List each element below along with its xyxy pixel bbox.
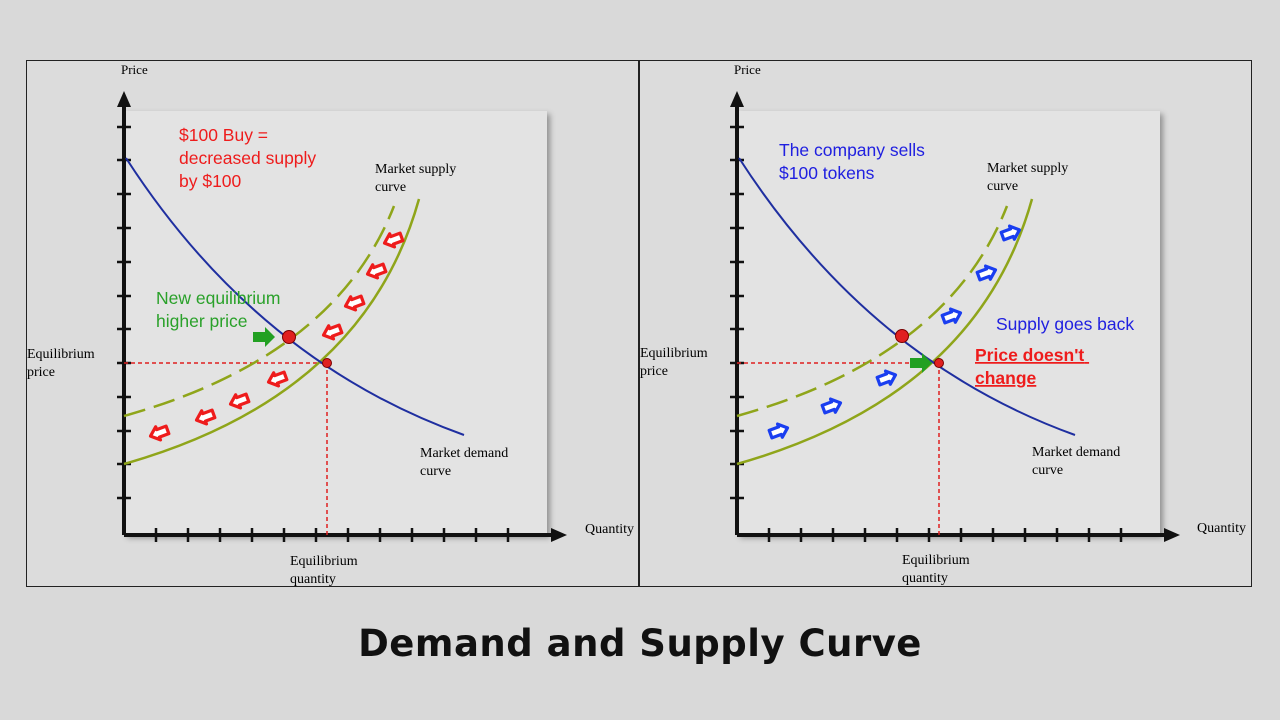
left-arrow-icon	[365, 262, 388, 280]
supply-curve-label: Market supply curve	[375, 162, 460, 195]
shifted-supply-curve	[123, 205, 396, 418]
y-axis-arrowhead	[730, 91, 744, 107]
left-diagram-svg: Price Quantity Equilibrium price Equilib…	[27, 62, 634, 587]
supply-curve	[123, 198, 421, 466]
y-axis-label: Price	[121, 62, 148, 77]
supply-goes-back-annotation: Supply goes back	[996, 314, 1134, 334]
left-arrow-icon	[148, 424, 171, 442]
y-axis-label: Price	[734, 62, 761, 77]
shifted-equilibrium-point	[895, 329, 909, 343]
eq-quantity-label: Equilibrium quantity	[902, 553, 973, 586]
left-arrow-icon	[228, 392, 251, 410]
supply-curve-label: Market supply curve	[987, 161, 1072, 194]
left-arrow-icon	[343, 294, 366, 312]
demand-curve	[125, 157, 465, 436]
new-equilibrium-annotation: New equilibrium higher price	[156, 288, 285, 331]
figure-caption: Demand and Supply Curve	[358, 622, 922, 665]
diagram-panel-left: Price Quantity Equilibrium price Equilib…	[26, 60, 639, 587]
right-arrow-icon	[999, 224, 1022, 242]
right-arrow-icon	[975, 264, 998, 282]
left-arrow-icon	[382, 231, 405, 249]
right-arrow-icon	[940, 307, 963, 325]
eq-price-label: Equilibrium price	[27, 347, 98, 380]
left-arrow-icon	[194, 408, 217, 426]
y-axis-arrowhead	[117, 91, 131, 107]
diagram-panel-right: Price Quantity Equilibrium price Equilib…	[639, 60, 1252, 587]
right-diagram-svg: Price Quantity Equilibrium price Equilib…	[640, 62, 1246, 586]
original-equilibrium-point	[322, 358, 332, 368]
green-pointer-arrow	[253, 327, 275, 347]
green-pointer-arrow	[910, 353, 932, 373]
x-axis-arrowhead	[551, 528, 567, 542]
demand-curve-label: Market demand curve	[420, 446, 512, 479]
shift-arrows	[148, 231, 405, 442]
demand-curve-label: Market demand curve	[1032, 445, 1124, 478]
right-arrow-icon	[875, 369, 898, 387]
plot-area	[124, 111, 547, 535]
green-arrow-icon	[910, 353, 932, 373]
company-sells-annotation: The company sells $100 tokens	[779, 140, 930, 183]
x-axis-label: Quantity	[585, 522, 634, 537]
x-axis-arrowhead	[1164, 528, 1180, 542]
eq-quantity-label: Equilibrium quantity	[290, 554, 361, 587]
shift-arrows	[767, 224, 1022, 440]
buy-annotation: $100 Buy = decreased supply by $100	[179, 125, 321, 191]
right-arrow-icon	[767, 422, 790, 440]
left-arrow-icon	[266, 370, 289, 388]
left-arrow-icon	[321, 323, 344, 341]
green-arrow-icon	[253, 327, 275, 347]
new-equilibrium-point	[282, 330, 296, 344]
x-axis-label: Quantity	[1197, 521, 1246, 536]
price-unchanged-annotation: Price doesn't change	[975, 345, 1089, 388]
original-equilibrium-point	[934, 358, 944, 368]
shifted-supply-curve	[736, 205, 1009, 418]
right-arrow-icon	[820, 397, 843, 415]
eq-price-label: Equilibrium price	[640, 346, 711, 379]
demand-curve	[738, 157, 1076, 436]
